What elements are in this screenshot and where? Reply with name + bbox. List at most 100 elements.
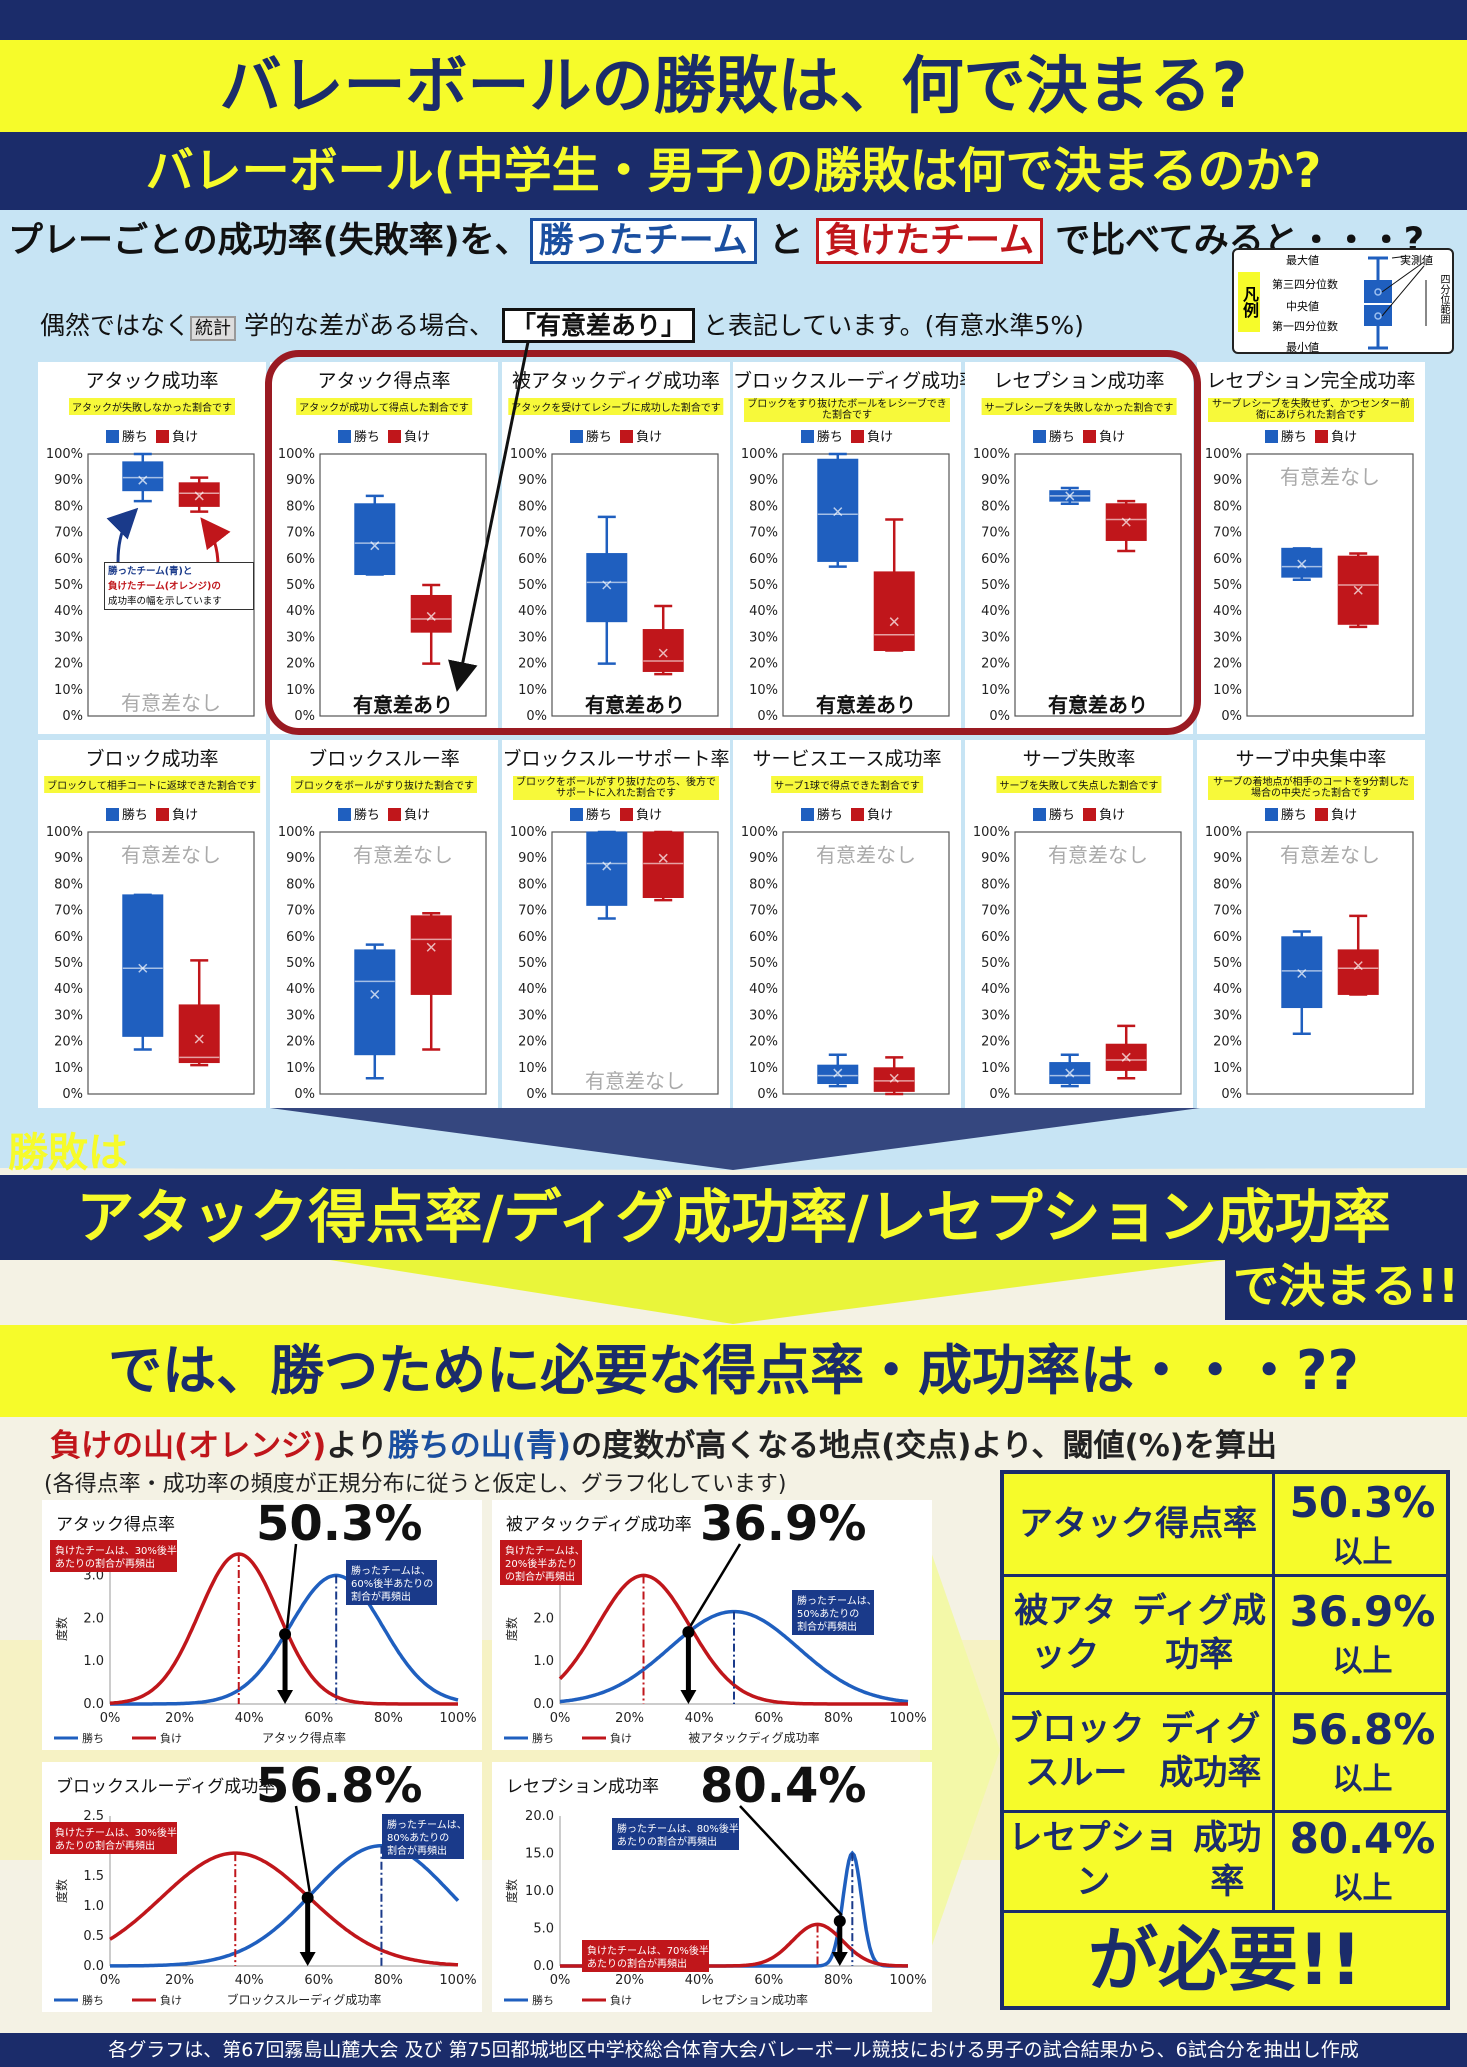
note-box xyxy=(50,1822,177,1854)
y-tick-label: 20.0 xyxy=(525,1809,554,1824)
box-chart-desc: サーブを失敗して失点した割合です xyxy=(996,776,1162,793)
box-chart-7: ブロック成功率 ブロックして相手コートに返球できた割合です 勝ち 負け 0% 10% 20… xyxy=(38,740,266,1112)
lose-box xyxy=(178,959,220,1067)
y-tick-label: 80% xyxy=(518,877,547,892)
iqr-box xyxy=(817,1064,859,1085)
y-tick-label: 100% xyxy=(278,448,315,462)
legend-lose-label: 負け xyxy=(1331,808,1358,823)
threshold-arrowhead xyxy=(277,1690,294,1704)
lose-box xyxy=(873,1056,915,1096)
lose-swatch xyxy=(156,430,170,443)
y-tick-label: 80% xyxy=(286,877,315,892)
legend-win-label: 勝ち xyxy=(816,808,843,823)
y-tick-label: 50% xyxy=(1213,956,1242,971)
box-plot: 0% 10% 20% 30% 40% 50% 60% 70% 80% 90% 100% 有意差あり xyxy=(741,448,950,724)
box-chart-desc: ブロックをボールがすり抜けた割合です xyxy=(291,776,477,793)
x-tick-label: 100% xyxy=(889,1973,926,1988)
significant-label: 有意差あり xyxy=(353,693,453,717)
box-chart-desc: ブロックをすり抜けたボールをレシーブできた割合です xyxy=(744,398,950,422)
calc-mid: より xyxy=(326,1428,388,1464)
lose-box xyxy=(1105,499,1147,553)
box-chart-desc: サーブ1球で得点できた割合です xyxy=(771,776,923,793)
win-box xyxy=(1281,547,1323,582)
y-tick-label: 40% xyxy=(518,982,547,997)
x-tick-label: 0% xyxy=(100,1711,121,1726)
legend-win-label: 勝ち xyxy=(1048,430,1075,445)
y-tick-label: 40% xyxy=(981,604,1010,619)
plot-area xyxy=(551,831,719,1095)
y-tick-label: 60% xyxy=(518,930,547,945)
threshold-percent: 36.9% xyxy=(1289,1586,1436,1636)
iqr-box xyxy=(410,915,452,995)
y-tick-label: 1.5 xyxy=(83,1869,104,1884)
note-box xyxy=(50,1540,177,1572)
x-axis-label: アタック得点率 xyxy=(262,1730,346,1745)
mean-mark xyxy=(1353,961,1363,971)
legend-q1: 第一四分位数 xyxy=(1272,320,1338,333)
y-tick-label: 90% xyxy=(518,473,547,488)
mean-mark xyxy=(658,648,668,658)
mean-mark xyxy=(138,963,148,973)
legend-max: 最大値 xyxy=(1286,254,1319,267)
y-tick-label: 70% xyxy=(981,904,1010,919)
threshold-value: 50.3% xyxy=(256,1496,423,1552)
legend-box-glyph xyxy=(1364,256,1427,350)
x-tick-label: 80% xyxy=(824,1973,853,1988)
box-plot: 0% 10% 20% 30% 40% 50% 60% 70% 80% 90% 100% 有意差なし xyxy=(1205,448,1414,724)
table-row-label: レセプション 成功率 xyxy=(1004,1810,1275,1910)
y-tick-label: 100% xyxy=(46,826,83,840)
y-tick-label: 30% xyxy=(749,1008,778,1023)
y-tick-label: 50% xyxy=(749,578,778,593)
y-tick-label: 60% xyxy=(518,552,547,567)
legend-lose-label: 負け xyxy=(867,808,894,823)
not-significant-label: 有意差なし xyxy=(1048,843,1148,867)
lose-box xyxy=(410,911,452,1051)
x-tick-label: 100% xyxy=(439,1973,476,1988)
y-tick-label: 2.0 xyxy=(533,1611,554,1626)
y-tick-label: 100% xyxy=(1205,826,1242,840)
win-box xyxy=(1049,1053,1091,1088)
win-swatch xyxy=(1032,808,1046,821)
box-chart-legend: 勝ち 負け xyxy=(1197,804,1425,823)
table-row-value: 50.3% 以上 xyxy=(1275,1474,1450,1574)
lose-swatch xyxy=(620,808,634,821)
box-chart-desc: サーブレシーブを失敗せず、かつセンター前衛にあげられた割合です xyxy=(1208,398,1414,422)
lose-swatch xyxy=(851,808,865,821)
x-tick-label: 40% xyxy=(685,1973,714,1988)
x-tick-label: 0% xyxy=(100,1973,121,1988)
box-chart-legend: 勝ち 負け xyxy=(1197,426,1425,445)
y-tick-label: 70% xyxy=(518,904,547,919)
y-tick-label: 50% xyxy=(518,578,547,593)
box-plot: 0% 10% 20% 30% 40% 50% 60% 70% 80% 90% 100% 有意差なし xyxy=(278,826,487,1102)
note-text: 負けたチームは、30%後半 xyxy=(55,1544,177,1557)
x-tick-label: 40% xyxy=(685,1711,714,1726)
intersection-point xyxy=(301,1891,314,1904)
legend-lose-label: 負け xyxy=(404,430,431,445)
legend-lose-label: 負け xyxy=(1099,808,1126,823)
question-2: では、勝つために必要な得点率・成功率は・・・?? xyxy=(0,1325,1467,1417)
y-tick-label: 10% xyxy=(518,683,547,698)
y-tick-label: 30% xyxy=(518,1008,547,1023)
not-significant-label: 有意差なし xyxy=(1280,843,1380,867)
y-tick-label: 0% xyxy=(989,709,1010,724)
x-tick-label: 80% xyxy=(374,1973,403,1988)
note-box xyxy=(792,1590,874,1635)
note-text: 負けたチームは、70%後半 xyxy=(587,1944,709,1957)
box-chart-4: ブロックスルーディグ成功率 ブロックをすり抜けたボールをレシーブできた割合です 勝ち… xyxy=(733,362,978,734)
y-tick-label: 100% xyxy=(741,448,778,462)
threshold-arrowhead xyxy=(680,1690,697,1704)
dist-chart-title: 被アタックディグ成功率 xyxy=(506,1515,692,1535)
legend-win-label: 勝ち xyxy=(121,808,148,823)
y-tick-label: 30% xyxy=(1213,630,1242,645)
dist-chart-title: レセプション成功率 xyxy=(506,1777,659,1797)
threshold-unit: 以上 xyxy=(1332,1870,1393,1906)
y-tick-label: 70% xyxy=(749,526,778,541)
x-tick-label: 60% xyxy=(304,1973,333,1988)
y-tick-label: 60% xyxy=(981,930,1010,945)
y-tick-label: 70% xyxy=(981,526,1010,541)
threshold-table: アタック得点率 50.3% 以上 被アタック ディグ成功率 36.9% 以上 ブロックスルーデ… xyxy=(1000,1470,1450,2010)
legend-lose-label: 負け xyxy=(1331,430,1358,445)
y-tick-label: 40% xyxy=(286,604,315,619)
y-tick-label: 0% xyxy=(62,709,83,724)
intersection-point xyxy=(682,1626,695,1639)
